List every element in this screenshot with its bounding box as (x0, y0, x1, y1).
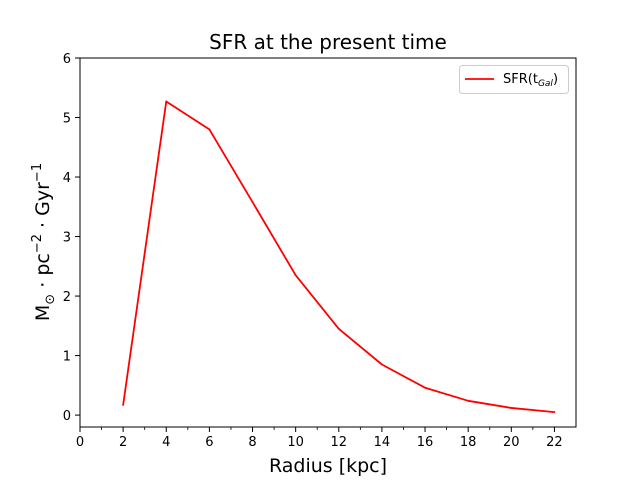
x-tick-label: 22 (546, 435, 563, 450)
legend: SFR(tGal) (459, 65, 569, 94)
y-axis-title-part: · pc (32, 253, 54, 294)
data-point (381, 363, 383, 366)
x-tick-label: 14 (374, 435, 391, 450)
x-tick-label: 0 (76, 435, 84, 450)
x-tick-label: 4 (162, 435, 170, 450)
y-axis-title-subscript: ⊙ (43, 294, 58, 305)
x-tick-label: 16 (417, 435, 434, 450)
y-tick-label: 4 (63, 171, 71, 186)
plot-frame (79, 57, 577, 428)
y-axis-title-superscript: −2 (30, 234, 45, 253)
data-point (208, 128, 211, 131)
y-tick-label: 3 (63, 231, 71, 246)
x-tick-label: 18 (460, 435, 477, 450)
data-point (122, 404, 125, 406)
data-point (251, 201, 254, 203)
y-tick-label: 1 (63, 350, 71, 365)
legend-frame (459, 65, 569, 94)
x-tick-label: 2 (119, 435, 127, 450)
legend-label-subscript: Gal (538, 79, 553, 89)
x-tick-label: 12 (331, 435, 348, 450)
y-tick-label: 2 (63, 290, 71, 305)
x-tick-label: 10 (287, 435, 304, 450)
plot-area (80, 58, 576, 427)
y-axis-title-part: M (32, 305, 54, 321)
x-tick-label: 6 (205, 435, 213, 450)
x-tick-label: 20 (503, 435, 520, 450)
y-tick-label: 0 (63, 409, 71, 424)
data-point (510, 407, 513, 409)
legend-label-suffix: ) (553, 72, 558, 87)
x-axis: 0 2 4 6 8 10 12 14 16 18 20 22 (76, 427, 563, 450)
x-axis-title: Radius [kpc] (269, 455, 387, 477)
data-point (337, 327, 340, 330)
data-point (294, 274, 297, 277)
chart-title: SFR at the present time (209, 30, 447, 54)
legend-label-main: SFR(t (503, 72, 538, 87)
legend-label: SFR(tGal) (503, 72, 558, 89)
y-axis-title-part: · Gyr (32, 182, 54, 234)
y-tick-label: 6 (63, 52, 71, 67)
data-point (553, 411, 556, 414)
y-axis-title: M⊙ · pc−2 · Gyr−1 (30, 163, 58, 321)
data-point (165, 100, 168, 103)
data-point (467, 399, 470, 402)
data-point (424, 386, 426, 389)
y-tick-label: 5 (63, 112, 71, 127)
series-layer (122, 100, 556, 414)
x-tick-label: 8 (248, 435, 256, 450)
y-axis-title-superscript: −1 (30, 163, 45, 182)
y-axis: 0 1 2 3 4 5 6 (63, 52, 80, 424)
